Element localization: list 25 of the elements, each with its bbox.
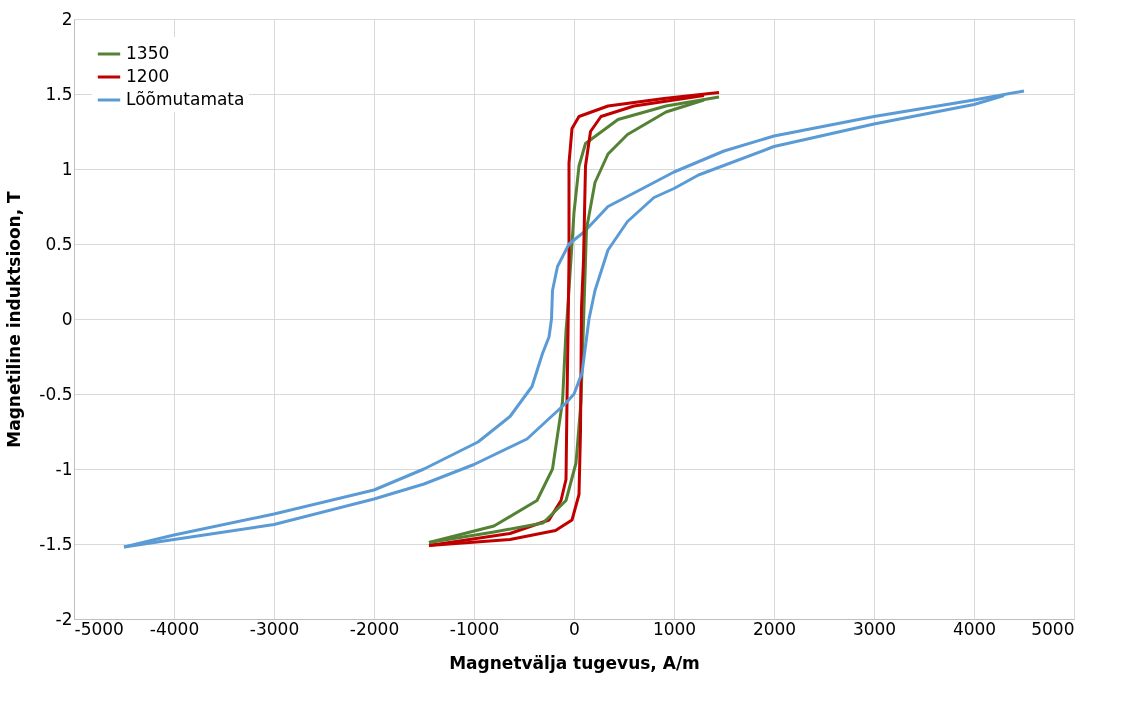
y-tick-label: 0.5 bbox=[45, 233, 73, 254]
x-tick-label: 4000 bbox=[952, 618, 997, 639]
x-tick-label: 0 bbox=[569, 618, 580, 639]
y-tick-label: -1 bbox=[55, 458, 73, 479]
x-tick-label: 2000 bbox=[752, 618, 797, 639]
y-tick-label: 0 bbox=[61, 308, 73, 329]
y-tick-label: 1 bbox=[61, 158, 73, 179]
legend-label: 1200 bbox=[126, 66, 170, 86]
y-tick-label: -1.5 bbox=[39, 533, 73, 554]
x-tick-label: -3000 bbox=[249, 618, 300, 639]
x-tick-label: -5000 bbox=[74, 618, 124, 639]
x-tick-label: 5000 bbox=[1031, 618, 1075, 639]
x-tick-label: -4000 bbox=[149, 618, 200, 639]
x-tick-label: -1000 bbox=[449, 618, 500, 639]
legend-label: 1350 bbox=[126, 43, 170, 63]
legend-label: Lõõmutamata bbox=[126, 89, 245, 109]
y-tick-label: -2 bbox=[55, 608, 73, 629]
x-tick-label: 1000 bbox=[652, 618, 697, 639]
x-tick-label: 3000 bbox=[852, 618, 897, 639]
y-tick-label: -0.5 bbox=[39, 383, 73, 404]
x-axis-title: Magnetvälja tugevus, A/m bbox=[449, 652, 700, 673]
y-tick-label: 2 bbox=[61, 8, 73, 29]
y-axis-title: Magnetiline induktsioon, T bbox=[4, 190, 25, 448]
y-tick-label: 1.5 bbox=[45, 83, 73, 104]
x-tick-label: -2000 bbox=[349, 618, 400, 639]
